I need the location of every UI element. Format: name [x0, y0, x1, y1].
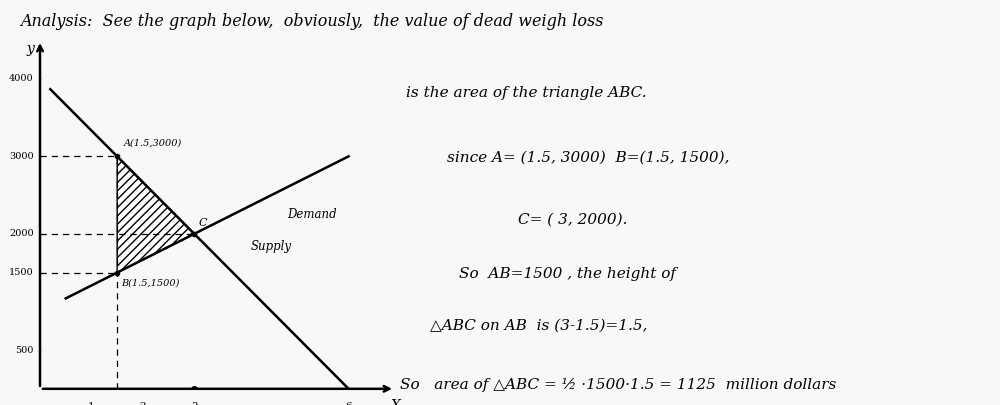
- Text: So  AB=1500 , the height of: So AB=1500 , the height of: [459, 267, 676, 281]
- Text: 1: 1: [88, 402, 95, 405]
- Text: A(1.5,3000): A(1.5,3000): [123, 138, 182, 147]
- Text: 500: 500: [15, 345, 34, 354]
- Text: Demand: Demand: [287, 208, 336, 222]
- Text: 4000: 4000: [9, 75, 34, 83]
- Text: 2000: 2000: [9, 229, 34, 239]
- Text: is the area of the triangle ABC.: is the area of the triangle ABC.: [406, 86, 647, 100]
- Polygon shape: [117, 156, 194, 273]
- Text: 6: 6: [345, 402, 352, 405]
- Text: y: y: [27, 42, 35, 56]
- Text: 1500: 1500: [9, 268, 34, 277]
- Text: C: C: [198, 217, 207, 228]
- Text: since A= (1.5, 3000)  B=(1.5, 1500),: since A= (1.5, 3000) B=(1.5, 1500),: [447, 151, 730, 165]
- Text: C= ( 3, 2000).: C= ( 3, 2000).: [518, 212, 628, 226]
- Text: B(1.5,1500): B(1.5,1500): [121, 279, 180, 288]
- Text: 3: 3: [191, 402, 198, 405]
- Text: 3000: 3000: [9, 152, 34, 161]
- Text: Supply: Supply: [251, 241, 292, 254]
- Text: Analysis:  See the graph below,  obviously,  the value of dead weigh loss: Analysis: See the graph below, obviously…: [20, 13, 604, 30]
- Text: So   area of △ABC = ½ ·1500·1.5 = 1125  million dollars: So area of △ABC = ½ ·1500·1.5 = 1125 mil…: [400, 377, 836, 392]
- Text: 2: 2: [140, 402, 146, 405]
- Text: X: X: [391, 399, 401, 405]
- Text: △ABC on AB  is (3-1.5)=1.5,: △ABC on AB is (3-1.5)=1.5,: [430, 319, 647, 333]
